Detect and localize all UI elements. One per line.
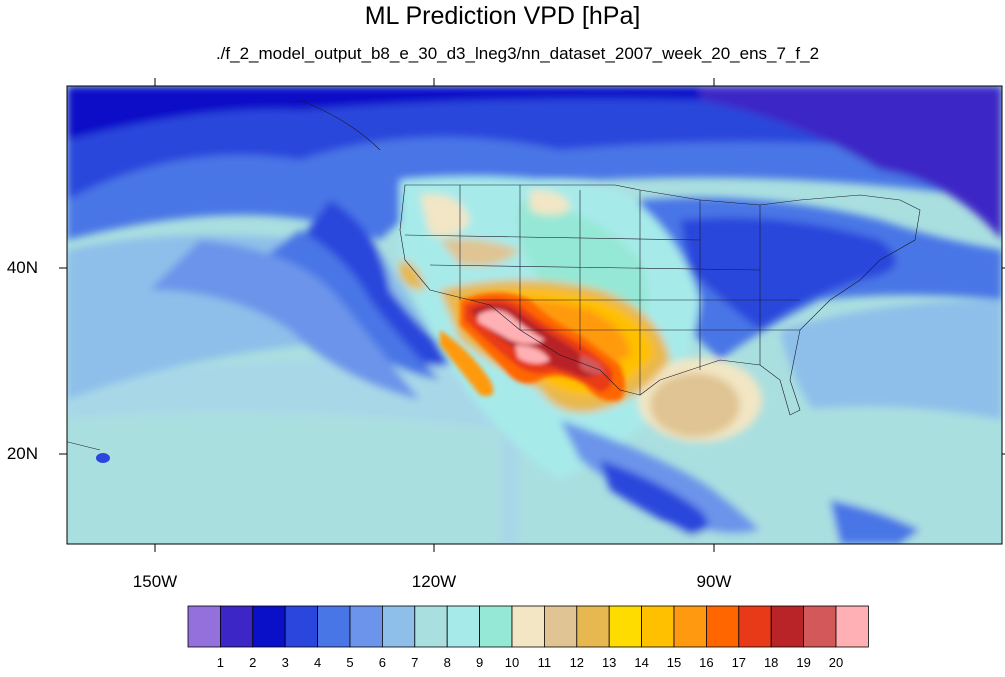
colorbar-box bbox=[479, 605, 513, 648]
colorbar-box bbox=[738, 605, 772, 648]
colorbar-box bbox=[511, 605, 545, 648]
colorbar-label: 20 bbox=[828, 655, 844, 670]
colorbar-label: 15 bbox=[666, 655, 682, 670]
colorbar-box bbox=[770, 605, 805, 648]
colorbar-label: 10 bbox=[504, 655, 520, 670]
colorbar-label: 18 bbox=[763, 655, 779, 670]
lat-label-40n: 40N bbox=[6, 258, 38, 277]
colorbar-box bbox=[446, 605, 481, 648]
vpd-field bbox=[67, 86, 1002, 544]
colorbar-label: 4 bbox=[313, 655, 322, 670]
colorbar-label: 8 bbox=[443, 655, 451, 670]
colorbar-label: 5 bbox=[346, 655, 354, 670]
colorbar-label: 11 bbox=[537, 655, 552, 670]
colorbar-box bbox=[673, 605, 707, 648]
colorbar-box bbox=[544, 605, 578, 648]
colorbar-label: 7 bbox=[411, 655, 419, 670]
colorbar-label: 17 bbox=[731, 655, 747, 670]
colorbar-box bbox=[835, 605, 869, 648]
axis-ticks bbox=[59, 78, 1005, 552]
lon-label-90w: 90W bbox=[696, 572, 732, 591]
lon-label-120w: 120W bbox=[411, 572, 457, 591]
colorbar-box bbox=[608, 605, 643, 648]
colorbar-label: 19 bbox=[796, 655, 811, 670]
colorbar-box bbox=[349, 605, 383, 648]
colorbar-label: 1 bbox=[216, 655, 224, 670]
colorbar-box bbox=[219, 605, 254, 648]
map-frame bbox=[66, 85, 1003, 545]
colorbar-box bbox=[252, 605, 286, 648]
colorbar-box bbox=[576, 605, 610, 648]
colorbar-label: 16 bbox=[699, 655, 714, 670]
colorbar-label: 2 bbox=[249, 655, 257, 670]
colorbar-box bbox=[284, 605, 319, 648]
colorbar-box bbox=[414, 605, 448, 648]
colorbar bbox=[187, 605, 869, 648]
lat-label-20n: 20N bbox=[6, 444, 38, 463]
colorbar-box bbox=[187, 605, 221, 648]
colorbar-box bbox=[706, 605, 740, 648]
colorbar-box bbox=[381, 605, 416, 648]
colorbar-label: 3 bbox=[281, 655, 289, 670]
lon-label-150w: 150W bbox=[132, 572, 178, 591]
colorbar-label: 6 bbox=[378, 655, 386, 670]
colorbar-label: 14 bbox=[634, 655, 649, 670]
map-subtitle: ./f_2_model_output_b8_e_30_d3_lneg3/nn_d… bbox=[215, 44, 820, 63]
colorbar-box bbox=[641, 605, 675, 648]
colorbar-box bbox=[803, 605, 837, 648]
colorbar-label: 12 bbox=[569, 655, 585, 670]
map-title: ML Prediction VPD [hPa] bbox=[364, 2, 641, 30]
colorbar-label: 13 bbox=[601, 655, 617, 670]
boundaries bbox=[67, 99, 921, 451]
colorbar-box bbox=[317, 605, 351, 648]
colorbar-label: 9 bbox=[475, 655, 484, 670]
